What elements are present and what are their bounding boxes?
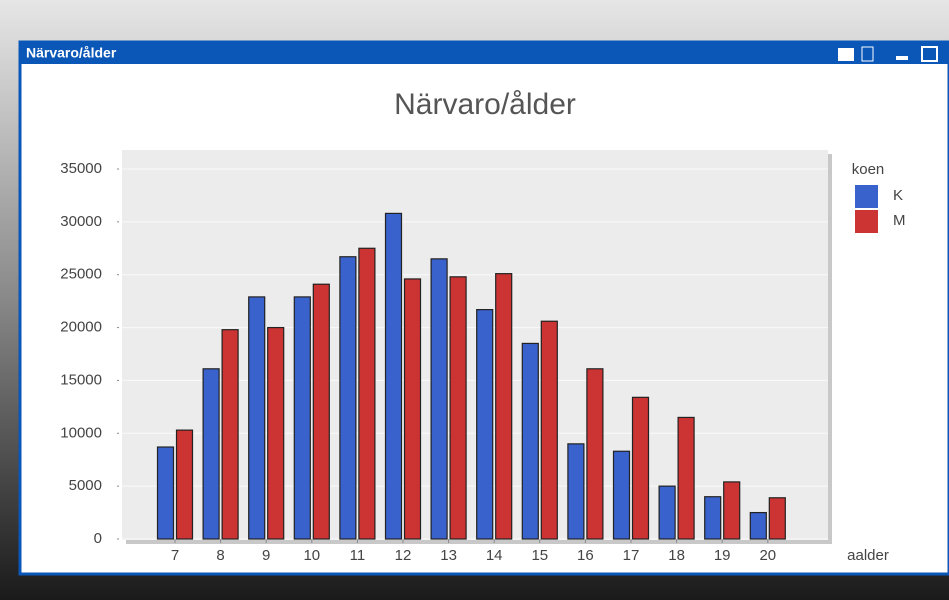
bar [358,247,376,540]
y-tick-label: 0 [94,530,102,547]
legend-label: K [893,187,903,204]
bar [749,511,767,540]
y-tick-label: 25000 [60,266,102,283]
bar [658,485,676,540]
legend-swatch [855,210,878,233]
bar [768,497,786,540]
x-tick-label: 11 [350,547,366,564]
y-tick-label: 5000 [69,477,102,494]
bar [540,320,558,540]
bar [586,368,604,540]
chart-title: Närvaro/ålder [394,88,576,121]
title-bar [20,42,949,64]
bar [267,326,285,540]
x-tick-label: 10 [303,547,320,564]
x-tick-label: 9 [262,547,270,564]
bar [631,396,650,540]
x-tick-label: 7 [171,547,179,564]
export-icon[interactable] [861,46,874,62]
x-tick-label: 14 [486,547,503,564]
x-tick-label: 8 [216,547,224,564]
x-tick-label: 20 [759,547,776,564]
bar [248,296,266,540]
y-tick-label: 15000 [60,371,102,388]
legend-title: koen [852,161,885,178]
x-tick-label: 15 [531,547,548,564]
x-tick-label: 13 [440,547,457,564]
plot-area [122,150,828,540]
bar [495,273,513,540]
x-tick-label: 17 [623,547,640,564]
bar [704,496,722,540]
bar [612,450,631,540]
bar [156,446,175,540]
bar [221,329,239,540]
bar [202,368,220,540]
y-tick-label: 20000 [60,319,102,336]
x-tick-label: 12 [395,547,412,564]
bar [312,283,330,540]
bar [175,429,194,540]
bar [293,296,311,540]
bar [384,212,403,540]
x-tick-label: 18 [668,547,685,564]
minimize-icon[interactable] [896,56,908,60]
bar [430,258,448,540]
bar [723,481,741,540]
bar [339,256,357,540]
bar [521,342,539,540]
maximize-icon[interactable] [921,46,938,62]
x-axis-label: aalder [847,547,889,564]
window-title: Närvaro/ålder [26,45,117,61]
legend-label: M [893,212,906,229]
bar [449,276,467,540]
bar [677,416,695,540]
bar [476,309,494,540]
legend-swatch [855,185,878,208]
bar [567,443,585,540]
y-tick-label: 35000 [60,160,102,177]
y-tick-label: 30000 [60,213,102,230]
x-tick-label: 19 [714,547,731,564]
bar [403,278,422,540]
y-tick-label: 10000 [60,424,102,441]
x-tick-label: 16 [577,547,594,564]
print-icon[interactable] [838,48,854,61]
